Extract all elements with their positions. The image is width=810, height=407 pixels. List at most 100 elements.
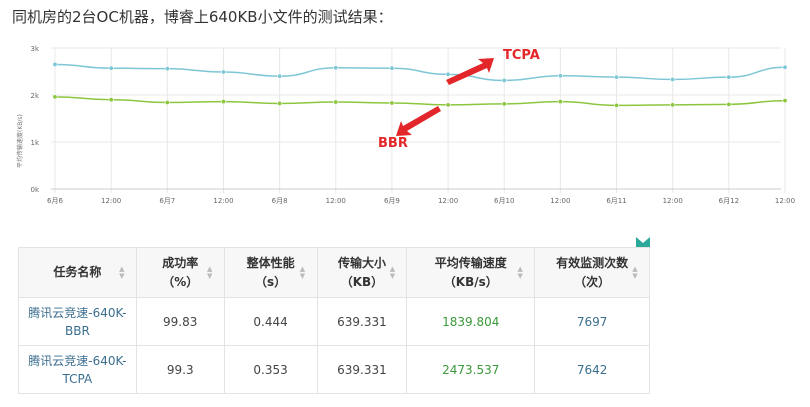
x-tick-label: 6月10	[494, 197, 514, 205]
header-unit: （次）	[574, 274, 611, 289]
chart-annotations: TCPA BBR	[378, 48, 540, 151]
task-name-line: 腾讯云竞速-640K-	[28, 305, 127, 320]
x-tick-label: 6月8	[272, 197, 288, 205]
data-point-bbr	[220, 99, 226, 105]
table-header-row: 任务名称 ▲ ▼ 成功率 （%） ▲ ▼ 整体性能 （s） ▲ ▼ 传输大小 （KB）…	[18, 247, 650, 298]
header-label: 传输大小	[337, 255, 386, 270]
x-tick-label: 12:00	[663, 197, 683, 205]
x-tick-label: 12:00	[326, 197, 346, 205]
header-transfer-size[interactable]: 传输大小 （KB） ▲ ▼	[316, 247, 408, 298]
data-point-bbr	[670, 102, 676, 108]
x-tick-label: 12:00	[438, 197, 458, 205]
y-tick-label: 3k	[30, 45, 39, 53]
header-label: 成功率	[162, 255, 199, 270]
chart-axes: 0k 1k 2k 3k 6月6 12:00 6月7 12:00 6月8 12:00 6月9 12:00…	[30, 45, 795, 205]
header-label: 有效监测次数	[556, 255, 629, 270]
data-point-bbr	[108, 97, 114, 103]
header-label: 平均传输速度	[434, 255, 507, 270]
line-chart: 0k 1k 2k 3k 6月6 12:00 6月7 12:00 6月8 12:00 6月9 12:00…	[0, 40, 810, 215]
sort-icon[interactable]: ▲ ▼	[206, 264, 213, 280]
data-point-bbr	[445, 102, 451, 108]
count-cell[interactable]: 7697	[534, 297, 650, 346]
sort-icon[interactable]: ▲ ▼	[389, 264, 396, 280]
task-name-line: TCPA	[62, 371, 93, 386]
speed-cell: 1839.804	[406, 297, 536, 346]
size-cell: 639.331	[316, 297, 408, 346]
header-unit: （s）	[255, 274, 287, 289]
data-point-bbr	[164, 100, 170, 106]
success-rate-cell: 99.83	[135, 297, 225, 346]
data-point-bbr	[501, 101, 507, 107]
x-tick-label: 12:00	[101, 197, 121, 205]
data-point-tcpa	[501, 77, 507, 83]
performance-cell: 0.353	[223, 345, 318, 394]
speed-cell: 2473.537	[406, 345, 536, 394]
x-tick-label: 6月6	[47, 197, 63, 205]
data-point-tcpa	[220, 69, 226, 75]
series-line-tcpa	[54, 63, 786, 82]
header-unit: （%）	[162, 274, 199, 289]
header-unit: （KB/s）	[443, 274, 498, 289]
header-task-name[interactable]: 任务名称 ▲ ▼	[18, 247, 137, 298]
table-row: 腾讯云竞速-640K- BBR 99.83 0.444 639.331 1839…	[18, 297, 650, 346]
bbr-arrow-icon	[396, 106, 441, 136]
header-unit: （KB）	[340, 274, 384, 289]
tcpa-arrow-icon	[446, 58, 494, 85]
data-point-tcpa	[333, 65, 339, 71]
sort-icon[interactable]: ▲ ▼	[632, 264, 638, 280]
task-name-cell[interactable]: 腾讯云竞速-640K- TCPA	[18, 345, 137, 394]
data-point-bbr	[614, 102, 620, 108]
data-point-bbr	[389, 100, 395, 106]
y-tick-label: 2k	[30, 92, 39, 100]
header-overall-performance[interactable]: 整体性能 （s） ▲ ▼	[223, 247, 318, 298]
header-valid-count[interactable]: 有效监测次数 （次） ▲ ▼	[534, 247, 650, 298]
data-point-tcpa	[445, 71, 451, 77]
x-tick-label: 12:00	[775, 197, 795, 205]
data-point-tcpa	[389, 65, 395, 71]
data-point-tcpa	[52, 61, 58, 67]
size-cell: 639.331	[316, 345, 408, 394]
data-point-bbr	[333, 99, 339, 105]
data-point-tcpa	[726, 74, 732, 80]
annotation-tcpa: TCPA	[503, 48, 540, 63]
header-label: 任务名称	[53, 265, 102, 279]
y-tick-label: 0k	[30, 186, 39, 194]
x-tick-label: 6月7	[159, 197, 175, 205]
data-point-tcpa	[614, 74, 620, 80]
results-table: 任务名称 ▲ ▼ 成功率 （%） ▲ ▼ 整体性能 （s） ▲ ▼ 传输大小 （KB）…	[18, 247, 650, 394]
data-point-bbr	[726, 101, 732, 107]
data-point-bbr	[782, 98, 788, 104]
data-point-tcpa	[277, 73, 283, 79]
success-rate-cell: 99.3	[135, 345, 225, 394]
data-point-bbr	[277, 100, 283, 106]
sort-icon[interactable]: ▲ ▼	[299, 264, 306, 280]
series-line-bbr	[54, 96, 786, 107]
data-point-bbr	[52, 94, 58, 100]
task-name-line: 腾讯云竞速-640K-	[28, 353, 127, 368]
data-point-tcpa	[782, 64, 788, 70]
x-tick-label: 6月11	[606, 197, 626, 205]
task-name-cell[interactable]: 腾讯云竞速-640K- BBR	[18, 297, 137, 346]
performance-cell: 0.444	[223, 297, 318, 346]
x-tick-label: 12:00	[213, 197, 233, 205]
y-tick-label: 1k	[30, 139, 39, 147]
chart-series	[52, 61, 788, 108]
data-point-bbr	[557, 99, 563, 105]
data-point-tcpa	[108, 65, 114, 71]
x-tick-label: 6月12	[719, 197, 739, 205]
header-avg-speed[interactable]: 平均传输速度 （KB/s） ▲ ▼	[406, 247, 536, 298]
count-cell[interactable]: 7642	[534, 345, 650, 394]
data-point-tcpa	[164, 66, 170, 72]
data-point-tcpa	[557, 73, 563, 79]
table-row: 腾讯云竞速-640K- TCPA 99.3 0.353 639.331 2473…	[18, 345, 650, 394]
data-point-tcpa	[670, 76, 676, 82]
header-success-rate[interactable]: 成功率 （%） ▲ ▼	[135, 247, 225, 298]
task-name-line: BBR	[64, 323, 90, 338]
line-chart-svg: 0k 1k 2k 3k 6月6 12:00 6月7 12:00 6月8 12:00 6月9 12:00…	[16, 45, 795, 205]
y-axis-label: 平均传输速度(KB/s)	[16, 114, 24, 168]
sort-icon[interactable]: ▲ ▼	[517, 264, 523, 280]
x-tick-label: 6月9	[384, 197, 400, 205]
header-label: 整体性能	[246, 255, 295, 270]
sort-icon[interactable]: ▲ ▼	[119, 264, 125, 280]
annotation-bbr: BBR	[378, 136, 408, 151]
